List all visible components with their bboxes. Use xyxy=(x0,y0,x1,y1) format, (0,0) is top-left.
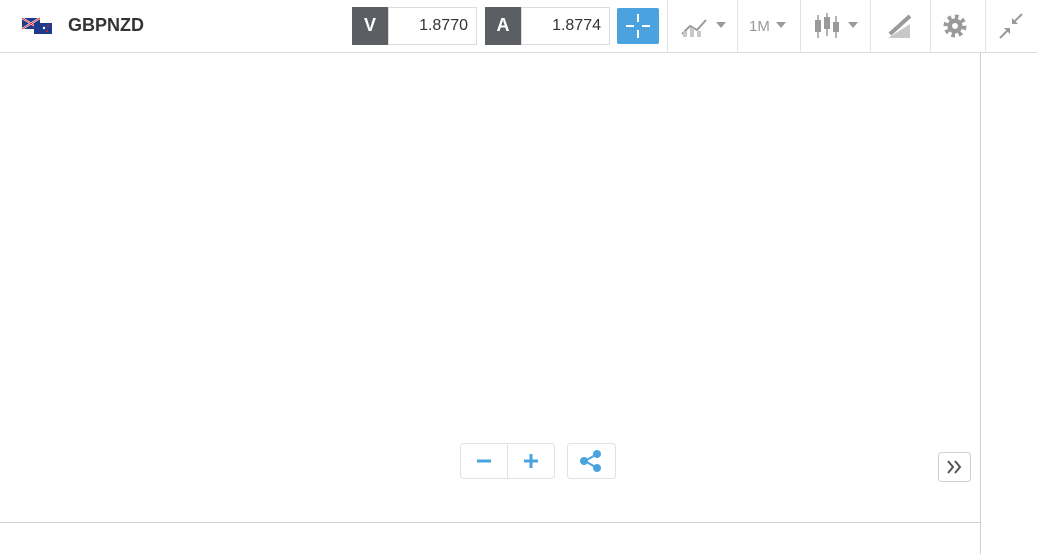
bid-button[interactable] xyxy=(352,7,388,45)
crosshair-button[interactable] xyxy=(617,8,659,44)
zoom-in-button[interactable] xyxy=(524,454,538,468)
share-button[interactable] xyxy=(567,443,616,479)
ask-price[interactable]: 1.8774 xyxy=(552,17,601,34)
drawing-button[interactable] xyxy=(888,14,912,38)
chart-type-button[interactable] xyxy=(681,19,726,37)
flag-icon xyxy=(21,17,52,34)
bid-label[interactable]: V xyxy=(364,15,376,35)
bid-price[interactable]: 1.8770 xyxy=(419,17,468,34)
collapse-button[interactable] xyxy=(999,13,1023,39)
ask-button[interactable] xyxy=(485,7,521,45)
zoom-controls xyxy=(460,443,971,482)
ask-box[interactable] xyxy=(521,7,610,45)
timeframe[interactable]: 1M xyxy=(749,18,770,35)
toolbar: GBPNZD V 1.8770 A 1.8774 1M xyxy=(0,0,1037,53)
scroll-right-button[interactable] xyxy=(938,452,971,482)
settings-button[interactable] xyxy=(943,14,967,38)
symbol: GBPNZD xyxy=(68,15,144,35)
ask-label[interactable]: A xyxy=(497,15,510,35)
candle-type-button[interactable] xyxy=(815,13,858,38)
bid-box[interactable] xyxy=(388,7,477,45)
timeframe-caret[interactable] xyxy=(776,22,786,28)
